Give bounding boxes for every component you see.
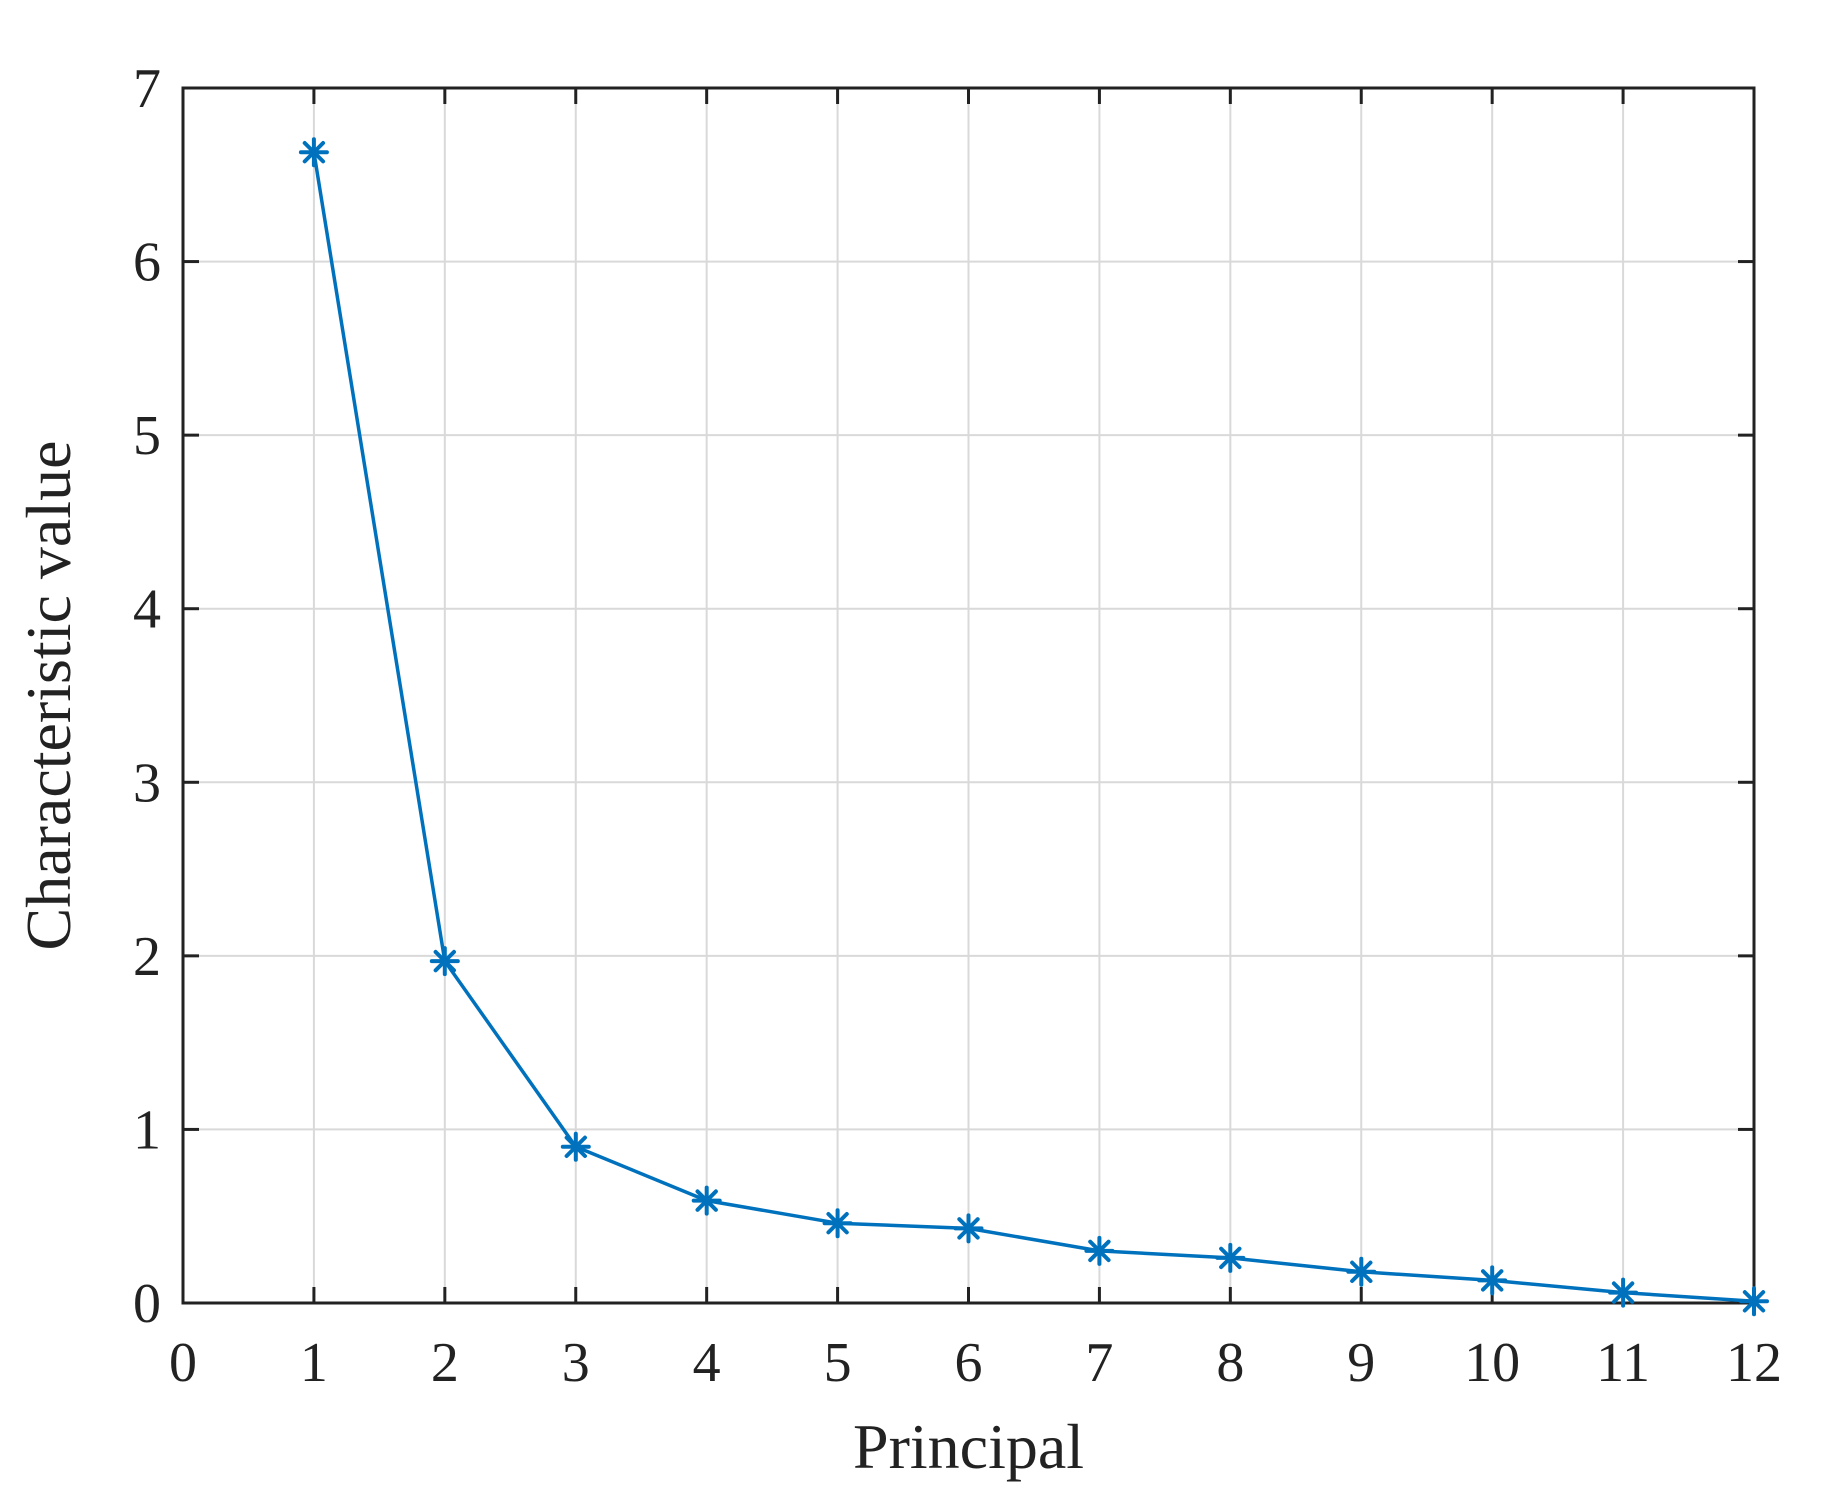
data-point-marker	[1608, 1277, 1639, 1308]
y-tick-labels: 0 1 2 3 4 5 6 7	[133, 58, 161, 1335]
x-tick-label: 0	[169, 1332, 197, 1394]
x-tick-label: 11	[1596, 1332, 1650, 1394]
x-tick-label: 4	[693, 1332, 721, 1394]
data-point-marker	[822, 1208, 853, 1239]
plot-frame	[181, 86, 1756, 1305]
x-axis-title: Principal	[853, 1411, 1084, 1482]
x-tick-label: 8	[1216, 1332, 1244, 1394]
data-point-marker	[691, 1185, 722, 1216]
data-point-marker	[298, 137, 329, 168]
y-tick-label: 2	[133, 926, 161, 988]
data-point-marker	[560, 1131, 591, 1162]
data-point-marker	[953, 1213, 984, 1244]
x-tick-label: 1	[300, 1332, 328, 1394]
y-tick-label: 4	[133, 579, 161, 641]
series-layer	[298, 137, 1769, 1317]
data-point-marker	[1215, 1242, 1246, 1273]
x-tick-label: 7	[1085, 1332, 1113, 1394]
data-point-marker	[1477, 1265, 1508, 1296]
x-tick-label: 2	[431, 1332, 459, 1394]
data-point-marker	[1739, 1286, 1769, 1317]
y-tick-label: 7	[133, 58, 161, 120]
x-tick-label: 12	[1726, 1332, 1782, 1394]
y-tick-label: 6	[133, 232, 161, 294]
grid-lines	[183, 88, 1754, 1303]
x-tick-label: 3	[562, 1332, 590, 1394]
y-tick-label: 0	[133, 1273, 161, 1335]
x-tick-label: 10	[1464, 1332, 1520, 1394]
data-point-marker	[1346, 1256, 1377, 1287]
data-point-marker	[1084, 1235, 1115, 1266]
y-tick-label: 3	[133, 752, 161, 814]
x-tick-label: 9	[1347, 1332, 1375, 1394]
x-tick-labels: 0 1 2 3 4 5 6 7 8 9 10 11 12	[169, 1332, 1782, 1394]
x-tick-label: 6	[955, 1332, 983, 1394]
y-axis-title: Characteristic value	[13, 441, 84, 951]
series-line	[312, 151, 1755, 1304]
x-tick-label: 5	[824, 1332, 852, 1394]
data-point-marker	[429, 946, 460, 977]
y-tick-label: 1	[133, 1099, 161, 1161]
y-tick-label: 5	[133, 405, 161, 467]
